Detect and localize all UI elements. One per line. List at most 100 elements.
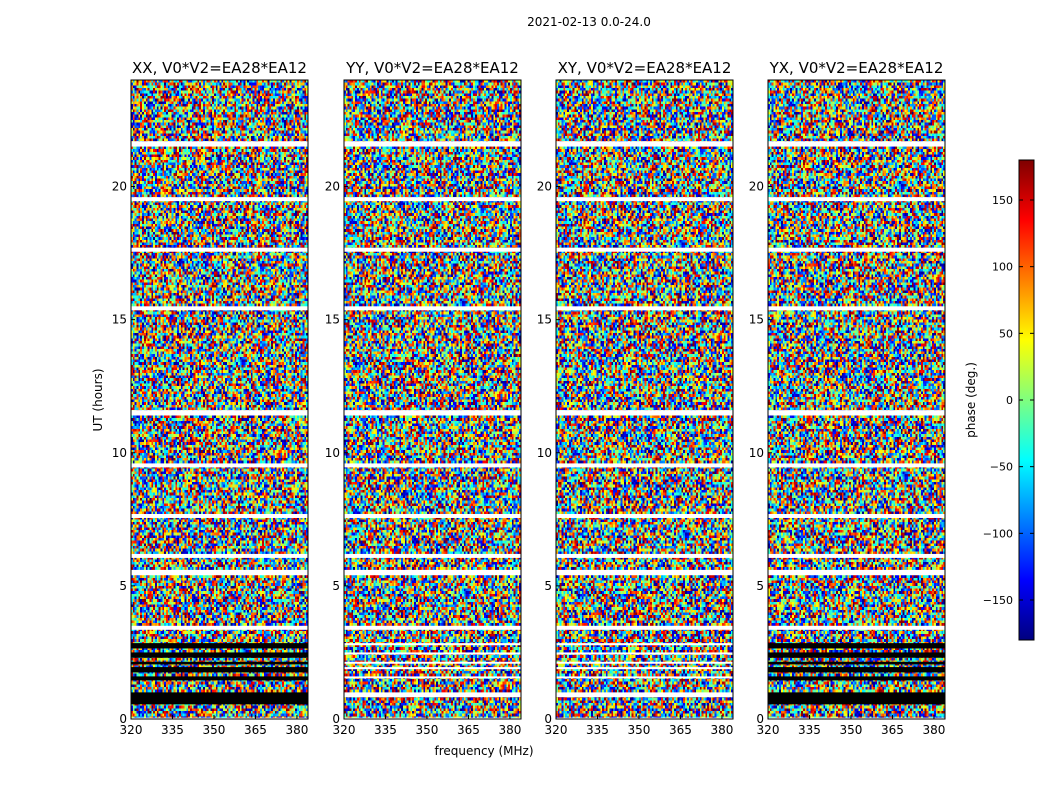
blank-band	[768, 513, 945, 518]
panel-title: XY, V0*V2=EA28*EA12	[558, 59, 732, 77]
blank-band	[556, 717, 733, 719]
colorbar-tick-label: 50	[999, 327, 1013, 340]
blank-band	[556, 569, 733, 576]
panel-title: XX, V0*V2=EA28*EA12	[132, 59, 307, 77]
blank-band	[556, 513, 733, 518]
blank-band	[344, 141, 521, 147]
blank-band	[344, 306, 521, 311]
x-tick-label: 320	[545, 723, 568, 737]
flagged-band	[768, 661, 945, 665]
panel-yy: YY, V0*V2=EA28*EA12 320 335 350 365 380 0 5 10 15…	[325, 59, 522, 737]
x-tick-label: 365	[457, 723, 480, 737]
panel-title: YY, V0*V2=EA28*EA12	[345, 59, 519, 77]
blank-band	[768, 569, 945, 576]
panel-title: YX, V0*V2=EA28*EA12	[769, 59, 944, 77]
x-tick-label: 380	[710, 723, 733, 737]
y-tick-label: 15	[325, 313, 340, 327]
flagged-band	[768, 652, 945, 658]
y-tick-label: 10	[112, 446, 127, 460]
blank-band	[556, 463, 733, 468]
blank-band	[131, 625, 308, 630]
panel-frame	[555, 79, 734, 720]
blank-band	[556, 197, 733, 202]
flagged-band	[131, 643, 308, 649]
colorbar-tick-label: 0	[1006, 394, 1013, 407]
blank-band	[344, 667, 521, 670]
heatmap-image	[344, 80, 521, 719]
blank-band	[768, 306, 945, 311]
x-tick-label: 335	[161, 723, 184, 737]
blank-band	[131, 306, 308, 311]
colorbar-label: phase (deg.)	[964, 362, 978, 438]
blank-band	[344, 661, 521, 664]
blank-band	[768, 717, 945, 719]
colorbar-tick-label: −100	[983, 527, 1013, 540]
heatmap-image	[768, 80, 945, 719]
colorbar-tick-label: −150	[983, 594, 1013, 607]
blank-band	[131, 717, 308, 719]
panels: XX, V0*V2=EA28*EA12 320 335 350 365 380 0 5 10 15…	[112, 59, 946, 737]
blank-band	[556, 625, 733, 630]
blank-band	[131, 141, 308, 147]
panel-frame	[767, 79, 946, 720]
y-tick-label: 20	[537, 180, 552, 194]
x-tick-label: 380	[922, 723, 945, 737]
x-tick-label: 335	[586, 723, 609, 737]
y-tick-label: 5	[756, 579, 764, 593]
panel-xx: XX, V0*V2=EA28*EA12 320 335 350 365 380 0 5 10 15…	[112, 59, 309, 737]
flagged-band	[131, 661, 308, 665]
y-tick-label: 15	[112, 313, 127, 327]
flagged-band	[131, 652, 308, 658]
blank-band	[344, 513, 521, 518]
x-tick-label: 350	[840, 723, 863, 737]
flagged-band	[768, 667, 945, 673]
flagged-band	[768, 692, 945, 705]
blank-band	[768, 553, 945, 558]
colorbar-ticks: −150 −100 −50 0 50 100 150	[983, 194, 1034, 607]
y-tick-label: 5	[119, 579, 127, 593]
blank-band	[556, 667, 733, 670]
blank-band	[556, 661, 733, 664]
panel-frame	[343, 79, 522, 720]
blank-band	[556, 643, 733, 646]
y-tick-label: 0	[332, 712, 340, 726]
x-tick-label: 380	[285, 723, 308, 737]
blank-band	[556, 141, 733, 147]
blank-band	[131, 513, 308, 518]
blank-band	[344, 652, 521, 655]
blank-band	[344, 717, 521, 719]
x-tick-label: 365	[881, 723, 904, 737]
blank-band	[768, 463, 945, 468]
panel-frame	[130, 79, 309, 720]
blank-band	[131, 410, 308, 416]
x-tick-label: 350	[416, 723, 439, 737]
panel-xy: XY, V0*V2=EA28*EA12 320 335 350 365 380 0 5 10 15…	[537, 59, 734, 737]
blank-band	[344, 643, 521, 646]
y-tick-label: 10	[537, 446, 552, 460]
y-tick-label: 15	[537, 313, 552, 327]
blank-band	[344, 692, 521, 698]
colorbar: −150 −100 −50 0 50 100 150 phase (deg.)	[964, 159, 1035, 641]
y-tick-label: 0	[544, 712, 552, 726]
blank-band	[131, 569, 308, 576]
y-tick-label: 10	[749, 446, 764, 460]
y-tick-label: 20	[749, 180, 764, 194]
blank-band	[344, 676, 521, 679]
blank-band	[556, 652, 733, 655]
x-tick-label: 380	[498, 723, 521, 737]
x-tick-label: 320	[757, 723, 780, 737]
colorbar-tick-label: 100	[992, 261, 1013, 274]
blank-band	[768, 625, 945, 630]
x-tick-label: 350	[203, 723, 226, 737]
blank-band	[556, 676, 733, 679]
blank-band	[556, 692, 733, 698]
blank-band	[344, 463, 521, 468]
y-tick-label: 0	[756, 712, 764, 726]
blank-band	[768, 247, 945, 252]
blank-band	[556, 553, 733, 558]
y-tick-label: 20	[325, 180, 340, 194]
flagged-band	[131, 692, 308, 705]
blank-band	[131, 247, 308, 252]
blank-band	[556, 410, 733, 416]
